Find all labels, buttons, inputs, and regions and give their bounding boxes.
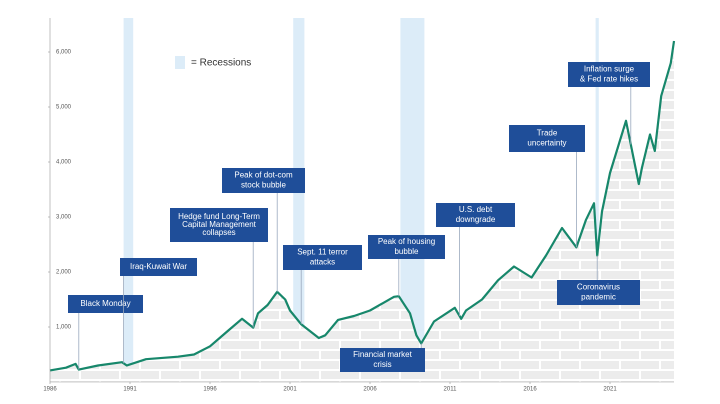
annotation-text: Trade [537, 129, 558, 138]
annotation-text: Black Monday [80, 299, 130, 308]
annotation-text: uncertainty [527, 139, 566, 148]
x-tick-label: 2021 [603, 387, 617, 393]
y-tick-label: 3,000 [56, 215, 72, 221]
y-tick-label: 4,000 [56, 160, 72, 166]
annotation-text: stock bubble [241, 181, 286, 190]
recession-band [123, 18, 134, 382]
annotation-text: Peak of housing [378, 237, 435, 246]
y-tick-label: 5,000 [56, 105, 72, 111]
area [50, 41, 674, 382]
annotation-box [568, 62, 650, 87]
y-tick-label: 1,000 [56, 325, 72, 331]
legend-label: = Recessions [191, 58, 251, 69]
annotation-text: downgrade [456, 215, 496, 224]
x-tick-label: 1986 [43, 387, 57, 393]
annotation-box [509, 125, 585, 152]
annotation-text: Peak of dot-com [234, 171, 293, 180]
annotation-text: Coronavirus [577, 283, 620, 292]
x-tick-label: 2006 [363, 387, 377, 393]
annotation-text: Iraq-Kuwait War [130, 262, 187, 271]
annotation-box [222, 168, 305, 193]
annotation-box [283, 245, 362, 270]
legend-swatch [175, 56, 185, 69]
annotation-box [557, 280, 640, 305]
annotation-box [170, 208, 268, 242]
annotation-text: Hedge fund Long-Term [178, 212, 260, 221]
annotation-text: U.S. debt [459, 205, 493, 214]
x-tick-label: 2011 [444, 387, 458, 393]
annotation-text: attacks [310, 258, 335, 267]
annotation-text: Financial market [353, 350, 412, 359]
annotation-box [68, 295, 143, 313]
y-tick-label: 2,000 [56, 270, 72, 276]
annotation-box [436, 203, 515, 227]
annotation-text: crisis [373, 360, 391, 369]
annotation-text: Inflation surge [584, 65, 635, 74]
annotation-text: collapses [202, 228, 235, 237]
line [49, 40, 676, 372]
annotation-box [340, 348, 425, 372]
y-tick-label: 6,000 [56, 50, 72, 56]
annotation-box [120, 258, 197, 276]
recession-band [293, 18, 305, 382]
x-tick-label: 1996 [203, 387, 217, 393]
annotation-text: Sept. 11 terror [297, 248, 348, 257]
annotation-text: bubble [394, 247, 419, 256]
annotation-text: & Fed rate hikes [580, 75, 638, 84]
recession-band [595, 18, 599, 382]
x-tick-label: 2016 [523, 387, 537, 393]
annotation-box [368, 235, 445, 259]
x-tick-label: 2001 [283, 387, 297, 393]
x-tick-label: 1991 [123, 387, 137, 393]
annotation-text: pandemic [581, 293, 616, 302]
annotation-text: Capital Management [182, 220, 257, 229]
